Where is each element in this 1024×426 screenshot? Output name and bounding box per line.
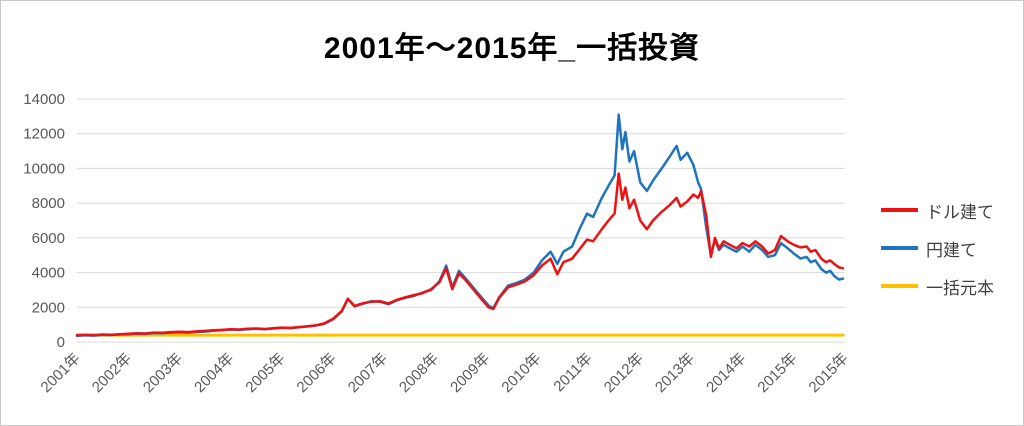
x-tick-label: 2010年	[498, 350, 544, 396]
x-tick-label: 2007年	[345, 350, 391, 396]
legend-label: ドル建て	[926, 202, 994, 222]
legend-label: 円建て	[926, 240, 977, 260]
y-tick-label: 4000	[32, 265, 65, 282]
legend-swatch-icon	[881, 208, 918, 212]
legend-swatch-icon	[881, 246, 918, 250]
y-tick-label: 12000	[23, 126, 65, 143]
series-line-dollar[interactable]	[75, 172, 845, 337]
y-tick-label: 10000	[23, 160, 65, 177]
x-tick-label: 2006年	[294, 350, 340, 396]
y-tick-label: 0	[57, 334, 65, 351]
y-tick-label: 6000	[32, 230, 65, 247]
y-tick-label: 14000	[23, 91, 65, 108]
x-tick-label: 2009年	[447, 350, 493, 396]
legend-item-principal[interactable]: 一括元本	[881, 274, 994, 298]
y-tick-label: 8000	[32, 195, 65, 212]
chart-title: 2001年〜2015年_一括投資	[323, 32, 701, 65]
x-tick-label: 2011年	[550, 350, 595, 395]
legend-item-dollar[interactable]: ドル建て	[881, 198, 994, 222]
legend-label: 一括元本	[926, 278, 994, 298]
x-tick-label: 2001年	[38, 350, 84, 396]
legend-swatch-icon	[881, 284, 918, 288]
x-tick-label: 2015年	[806, 350, 852, 396]
chart-legend: ドル建て円建て一括元本	[881, 198, 994, 298]
x-tick-label: 2002年	[89, 350, 135, 396]
x-tick-label: 2015年	[754, 350, 800, 396]
y-tick-label: 2000	[32, 299, 65, 316]
legend-item-yen[interactable]: 円建て	[881, 236, 994, 260]
x-tick-label: 2014年	[703, 350, 749, 396]
x-tick-label: 2012年	[601, 350, 647, 396]
x-tick-label: 2003年	[140, 350, 186, 396]
x-tick-label: 2013年	[652, 350, 698, 396]
x-tick-label: 2008年	[396, 350, 442, 396]
series-line-yen[interactable]	[75, 113, 845, 338]
x-tick-label: 2005年	[242, 350, 288, 396]
x-tick-label: 2004年	[191, 350, 237, 396]
